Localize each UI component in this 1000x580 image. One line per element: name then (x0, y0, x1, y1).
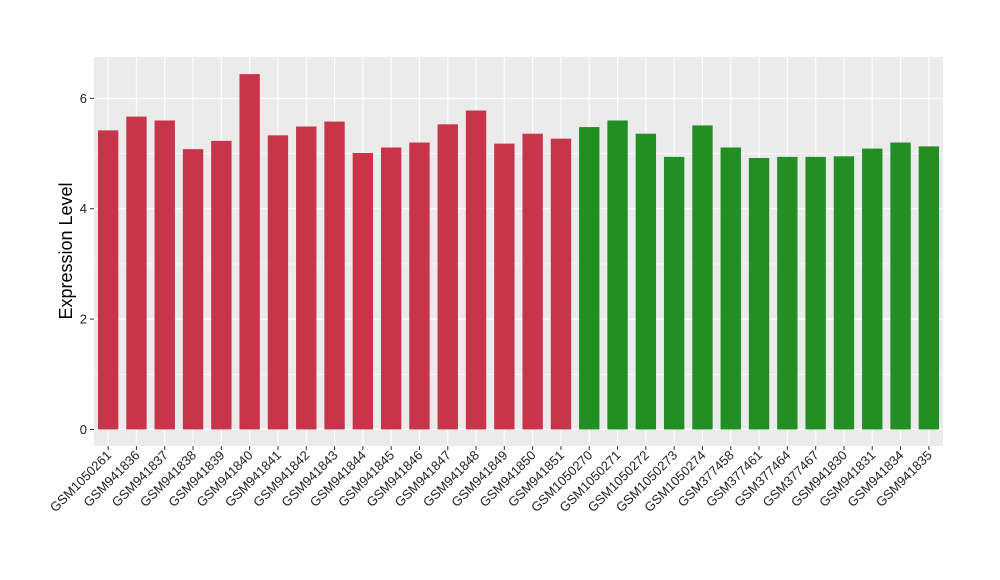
bar-GSM941830 (833, 156, 855, 430)
bars (97, 74, 940, 430)
bar-GSM941836 (126, 116, 147, 430)
bar-GSM1050272 (635, 133, 657, 430)
bar-GSM377464 (777, 156, 798, 430)
bar-GSM1050271 (607, 120, 628, 430)
y-tick-label: 4 (80, 201, 87, 216)
bar-GSM941831 (862, 148, 883, 430)
bar-GSM941843 (324, 121, 345, 430)
bar-GSM1050270 (579, 127, 600, 430)
bar-GSM941850 (522, 133, 543, 430)
bar-GSM941851 (550, 138, 572, 430)
bar-GSM941849 (494, 143, 515, 430)
bar-GSM941847 (437, 124, 458, 430)
bar-GSM941846 (409, 142, 430, 430)
plot-panel (94, 57, 943, 446)
bar-GSM377458 (720, 147, 741, 430)
bar-GSM941844 (352, 153, 374, 430)
bar-GSM941842 (296, 126, 317, 430)
bar-GSM1050261 (97, 130, 119, 430)
x-axis: GSM1050261GSM941836GSM941837GSM941838GSM… (47, 446, 935, 515)
bar-GSM1050273 (663, 156, 685, 430)
bar-GSM377461 (748, 157, 770, 430)
y-axis: 0 2 4 6 (80, 91, 94, 437)
bar-GSM941840 (239, 74, 260, 430)
bar-GSM1050274 (692, 125, 713, 430)
y-tick-label: 0 (80, 422, 87, 437)
bar-GSM941835 (918, 146, 940, 430)
bar-GSM941837 (154, 120, 175, 430)
bar-GSM941848 (465, 110, 487, 430)
bar-GSM377467 (805, 156, 826, 430)
bar-GSM941839 (211, 140, 232, 430)
bar-GSM941841 (267, 135, 289, 430)
y-axis-title: Expression Level (56, 182, 76, 319)
bar-GSM941834 (890, 142, 911, 430)
bar-GSM941838 (182, 149, 204, 430)
bar-GSM941845 (380, 147, 402, 430)
y-tick-label: 2 (80, 312, 87, 327)
y-tick-label: 6 (80, 91, 87, 106)
